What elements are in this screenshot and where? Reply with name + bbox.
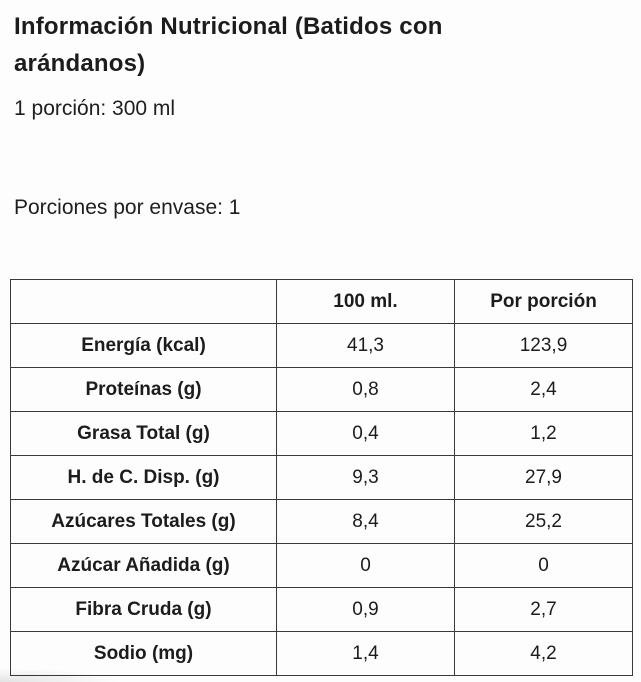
page-title: Información Nutricional (Batidos con ará… [14, 13, 443, 77]
value-per-portion: 27,9 [454, 455, 633, 500]
value-100ml: 1,4 [276, 631, 455, 676]
table-row: Azúcar Añadida (g) 0 0 [10, 543, 633, 588]
column-header-empty [10, 279, 277, 324]
row-label: Energía (kcal) [10, 323, 277, 368]
page-content: Información Nutricional (Batidos con ará… [0, 0, 641, 221]
column-header-per-portion: Por porción [454, 279, 633, 324]
value-100ml: 0,9 [276, 587, 455, 632]
value-per-portion: 25,2 [454, 499, 633, 544]
value-100ml: 0,8 [276, 367, 455, 412]
nutrition-table: 100 ml. Por porción Energía (kcal) 41,3 … [10, 279, 633, 676]
row-label: Fibra Cruda (g) [10, 587, 277, 632]
value-100ml: 8,4 [276, 499, 455, 544]
value-per-portion: 123,9 [454, 323, 633, 368]
value-per-portion: 2,7 [454, 587, 633, 632]
row-label: Azúcar Añadida (g) [10, 543, 277, 588]
row-label: Sodio (mg) [10, 631, 277, 676]
row-label: Grasa Total (g) [10, 411, 277, 456]
value-100ml: 41,3 [276, 323, 455, 368]
table-row: Azúcares Totales (g) 8,4 25,2 [10, 499, 633, 544]
table-row: Energía (kcal) 41,3 123,9 [10, 323, 633, 368]
table-row: Proteínas (g) 0,8 2,4 [10, 367, 633, 412]
value-100ml: 0 [276, 543, 455, 588]
row-label: H. de C. Disp. (g) [10, 455, 277, 500]
table-header-row: 100 ml. Por porción [10, 279, 633, 324]
value-100ml: 0,4 [276, 411, 455, 456]
nutrition-table-header: 100 ml. Por porción [10, 279, 633, 324]
table-row: Fibra Cruda (g) 0,9 2,7 [10, 587, 633, 632]
table-row: H. de C. Disp. (g) 9,3 27,9 [10, 455, 633, 500]
servings-per-container-text: Porciones por envase: 1 [14, 196, 241, 219]
table-row: Grasa Total (g) 0,4 1,2 [10, 411, 633, 456]
serving-size-text: 1 porción: 300 ml [14, 97, 176, 120]
row-label: Azúcares Totales (g) [10, 499, 277, 544]
value-per-portion: 2,4 [454, 367, 633, 412]
value-per-portion: 4,2 [454, 631, 633, 676]
value-per-portion: 0 [454, 543, 633, 588]
table-row: Sodio (mg) 1,4 4,2 [10, 631, 633, 676]
row-label: Proteínas (g) [10, 367, 277, 412]
nutrition-table-body: Energía (kcal) 41,3 123,9 Proteínas (g) … [10, 323, 633, 676]
value-per-portion: 1,2 [454, 411, 633, 456]
value-100ml: 9,3 [276, 455, 455, 500]
column-header-100ml: 100 ml. [276, 279, 455, 324]
